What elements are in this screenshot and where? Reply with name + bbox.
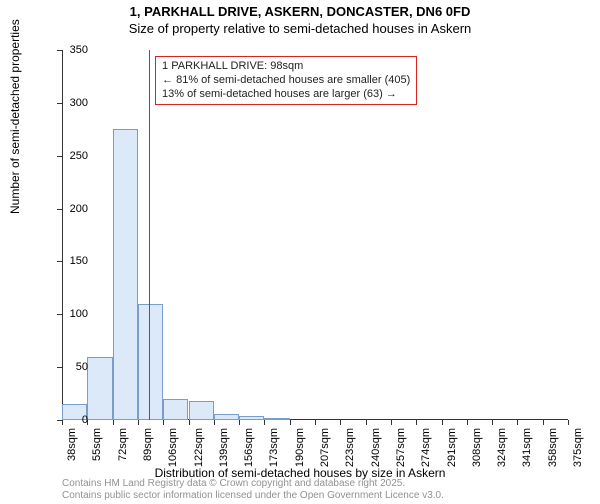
x-tick-label: 257sqm (395, 428, 407, 467)
x-tick-mark (492, 420, 493, 425)
x-tick-mark (517, 420, 518, 425)
histogram-bar (113, 129, 138, 420)
annotation-line-3: 13% of semi-detached houses are larger (… (162, 88, 410, 102)
annotation-box: 1 PARKHALL DRIVE: 98sqm← 81% of semi-det… (155, 56, 417, 105)
y-tick-label: 300 (58, 97, 88, 109)
histogram-bar (163, 399, 188, 420)
x-tick-label: 324sqm (496, 428, 508, 467)
x-tick-label: 173sqm (268, 428, 280, 467)
histogram-bar (239, 416, 264, 420)
histogram-bar (87, 357, 112, 420)
x-tick-mark (315, 420, 316, 425)
x-tick-mark (442, 420, 443, 425)
y-tick-label: 0 (58, 414, 88, 426)
y-tick-label: 200 (58, 203, 88, 215)
x-tick-mark (290, 420, 291, 425)
plot-container: 1 PARKHALL DRIVE: 98sqm← 81% of semi-det… (62, 50, 568, 420)
histogram-bar (214, 414, 239, 420)
x-tick-label: 291sqm (446, 428, 458, 467)
x-tick-mark (416, 420, 417, 425)
chart-title-main: 1, PARKHALL DRIVE, ASKERN, DONCASTER, DN… (0, 4, 600, 19)
annotation-line-2: ← 81% of semi-detached houses are smalle… (162, 74, 410, 88)
footer-line-2: Contains public sector information licen… (62, 490, 444, 502)
x-tick-mark (340, 420, 341, 425)
x-tick-mark (264, 420, 265, 425)
y-tick-label: 150 (58, 255, 88, 267)
x-tick-label: 156sqm (243, 428, 255, 467)
x-tick-label: 190sqm (294, 428, 306, 467)
x-tick-mark (189, 420, 190, 425)
x-tick-mark (366, 420, 367, 425)
x-tick-label: 55sqm (91, 428, 103, 461)
x-tick-mark (138, 420, 139, 425)
x-tick-label: 308sqm (471, 428, 483, 467)
x-tick-label: 122sqm (193, 428, 205, 467)
footer-attribution: Contains HM Land Registry data © Crown c… (62, 478, 444, 502)
chart-plot-area: 1 PARKHALL DRIVE: 98sqm← 81% of semi-det… (62, 50, 568, 420)
x-tick-mark (543, 420, 544, 425)
x-tick-label: 375sqm (572, 428, 584, 467)
y-tick-label: 250 (58, 150, 88, 162)
x-tick-mark (239, 420, 240, 425)
x-tick-mark (568, 420, 569, 425)
x-tick-label: 139sqm (218, 428, 230, 467)
x-tick-label: 358sqm (547, 428, 559, 467)
x-tick-label: 72sqm (117, 428, 129, 461)
histogram-bar (189, 401, 214, 420)
annotation-line-1: 1 PARKHALL DRIVE: 98sqm (162, 60, 410, 74)
y-tick-label: 100 (58, 308, 88, 320)
histogram-bar (264, 418, 289, 420)
x-tick-label: 341sqm (521, 428, 533, 467)
x-tick-mark (163, 420, 164, 425)
x-tick-label: 223sqm (344, 428, 356, 467)
footer-line-1: Contains HM Land Registry data © Crown c… (62, 478, 444, 490)
x-tick-label: 89sqm (142, 428, 154, 461)
x-tick-label: 106sqm (167, 428, 179, 467)
x-tick-mark (391, 420, 392, 425)
y-tick-label: 350 (58, 44, 88, 56)
y-tick-label: 50 (58, 361, 88, 373)
x-tick-mark (113, 420, 114, 425)
x-tick-label: 38sqm (66, 428, 78, 461)
x-tick-label: 240sqm (370, 428, 382, 467)
chart-title-sub: Size of property relative to semi-detach… (0, 21, 600, 36)
x-tick-label: 207sqm (319, 428, 331, 467)
x-tick-mark (467, 420, 468, 425)
histogram-bar (138, 304, 163, 420)
x-tick-mark (214, 420, 215, 425)
property-marker-line (149, 50, 150, 420)
y-axis-label: Number of semi-detached properties (8, 19, 22, 214)
x-tick-label: 274sqm (420, 428, 432, 467)
